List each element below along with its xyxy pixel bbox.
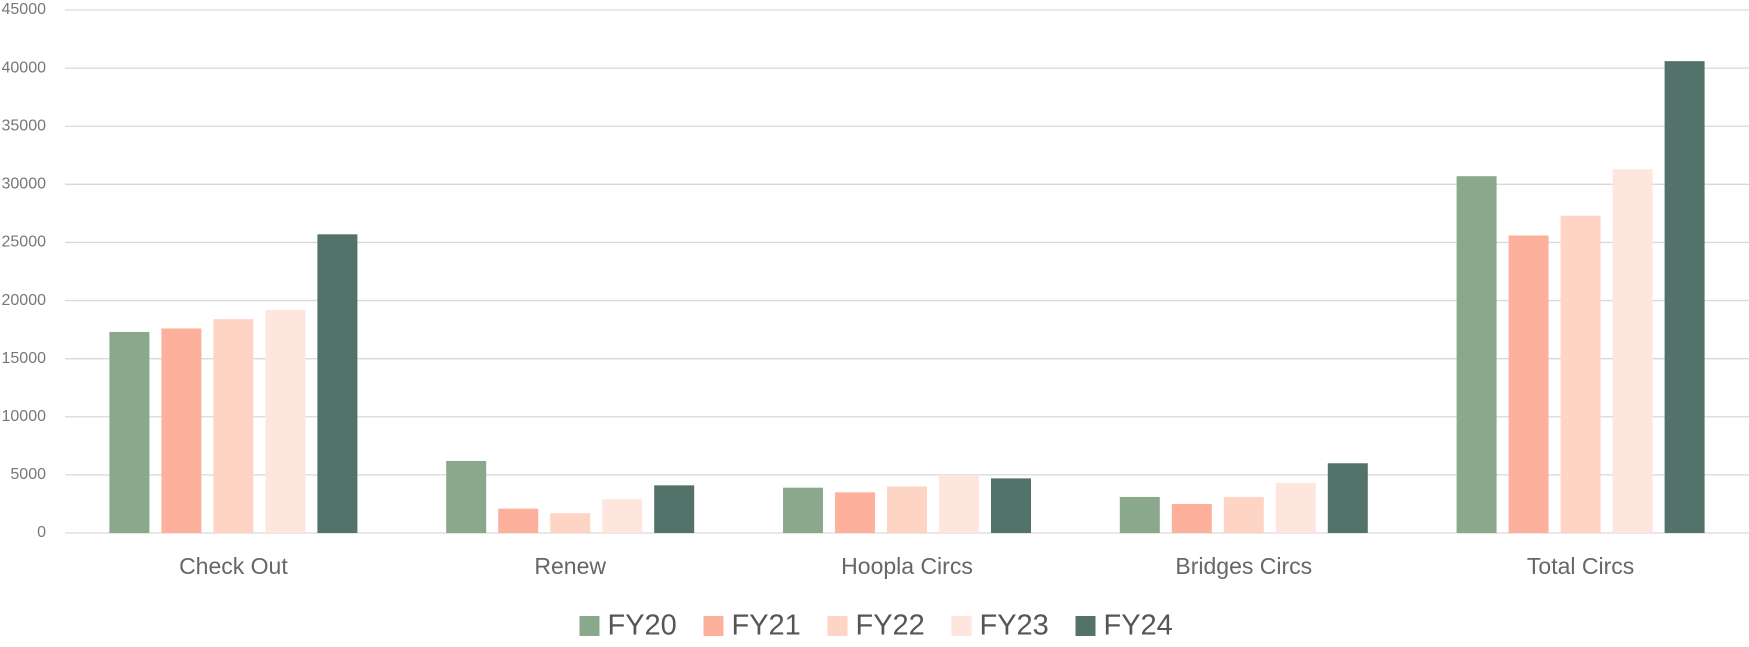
bar (991, 478, 1031, 533)
bar (446, 460, 487, 533)
legend-label: FY22 (856, 610, 925, 642)
bar (887, 486, 927, 533)
y-tick-label: 5000 (10, 466, 46, 483)
x-tick-label: Hoopla Circs (841, 553, 973, 579)
bar (1508, 235, 1549, 533)
bar (602, 499, 643, 533)
legend-swatch (703, 616, 724, 636)
bar (498, 508, 539, 533)
bar (161, 328, 202, 533)
bar (1612, 169, 1653, 534)
bar (1456, 176, 1497, 533)
bar (1327, 463, 1368, 533)
legend-label: FY24 (1104, 610, 1173, 642)
y-tick-label: 45000 (2, 1, 47, 18)
y-tick-label: 15000 (2, 350, 47, 367)
y-tick-label: 10000 (2, 408, 47, 425)
legend-swatch (579, 616, 600, 636)
bar (1560, 215, 1601, 534)
legend-swatch (951, 616, 972, 636)
bar (213, 319, 254, 533)
x-tick-label: Bridges Circs (1175, 553, 1312, 579)
bar (1275, 483, 1316, 533)
bar (654, 485, 695, 533)
bar (939, 474, 979, 533)
bar (109, 331, 150, 533)
x-tick-label: Check Out (179, 553, 288, 579)
bar (1119, 496, 1160, 533)
bar (317, 234, 358, 533)
bar (550, 513, 591, 533)
bar (1664, 61, 1705, 533)
bar (835, 492, 875, 533)
bar (1223, 496, 1264, 533)
bar (265, 309, 306, 533)
y-tick-label: 30000 (2, 176, 47, 193)
y-tick-label: 0 (37, 524, 46, 541)
y-tick-label: 20000 (2, 292, 47, 309)
x-tick-label: Total Circs (1527, 553, 1634, 579)
legend-swatch (827, 616, 848, 636)
legend-label: FY20 (608, 610, 677, 642)
bar (783, 487, 823, 533)
y-tick-label: 35000 (2, 117, 47, 134)
y-tick-label: 25000 (2, 234, 47, 251)
bar (1171, 503, 1212, 533)
legend-label: FY21 (732, 610, 801, 642)
legend-label: FY23 (980, 610, 1049, 642)
legend-swatch (1075, 616, 1096, 636)
x-tick-label: Renew (534, 553, 606, 579)
y-tick-label: 40000 (2, 59, 47, 76)
